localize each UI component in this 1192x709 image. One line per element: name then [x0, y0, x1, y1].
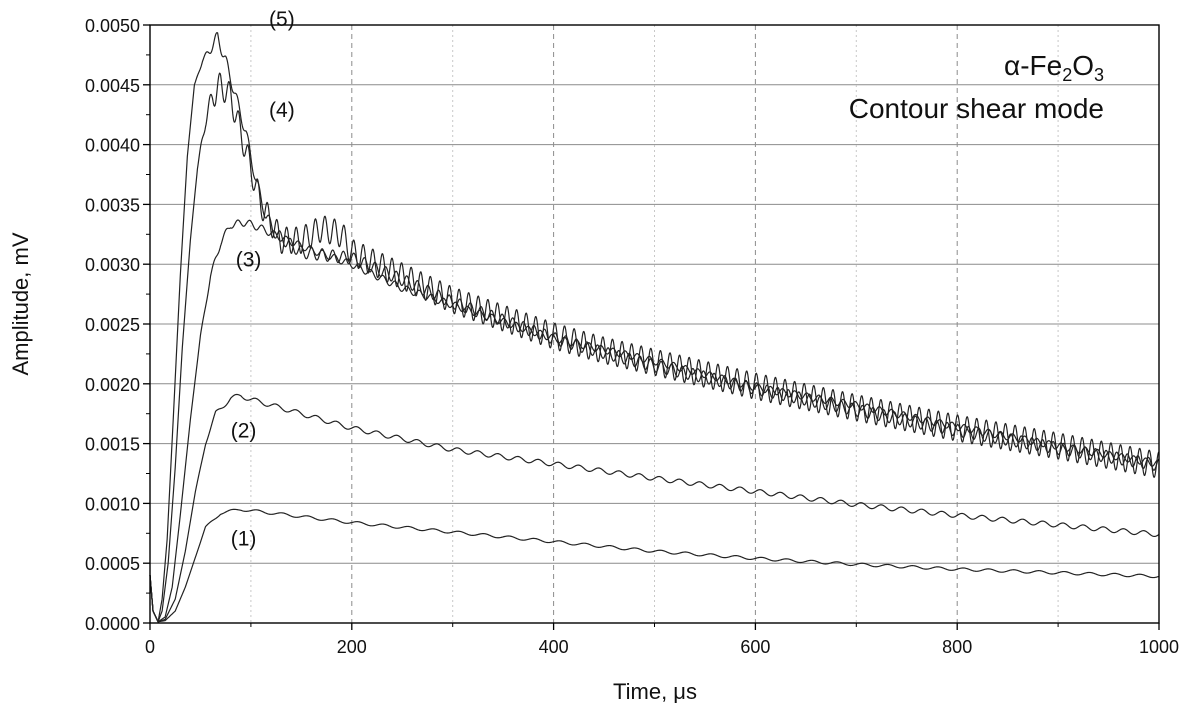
y-tick-label: 0.0010 [85, 494, 140, 514]
y-tick-label: 0.0015 [85, 435, 140, 455]
series-label-3: (3) [236, 249, 262, 272]
x-tick-label: 600 [740, 637, 770, 657]
y-tick-label: 0.0025 [85, 315, 140, 335]
x-tick-label: 1000 [1139, 637, 1179, 657]
series-line-2 [149, 393, 1160, 623]
series-label-4: (4) [269, 99, 295, 122]
y-tick-label: 0.0035 [85, 195, 140, 215]
grid [150, 24, 1159, 623]
y-tick-label: 0.0050 [85, 16, 140, 36]
series-line-5 [149, 32, 1160, 623]
x-tick-label: 800 [942, 637, 972, 657]
y-tick-label: 0.0045 [85, 76, 140, 96]
y-tick-label: 0.0005 [85, 554, 140, 574]
x-tick-label: 200 [337, 637, 367, 657]
material-sub2: 3 [1094, 65, 1104, 85]
material-base: α-Fe [1004, 50, 1062, 81]
x-tick-label: 0 [145, 637, 155, 657]
mode-annotation: Contour shear mode [849, 93, 1104, 124]
x-axis-label: Time, μs [613, 679, 697, 704]
y-tick-label: 0.0040 [85, 136, 140, 156]
series-label-1: (1) [231, 527, 257, 550]
series-line-1 [149, 508, 1160, 623]
y-tick-label: 0.0000 [85, 614, 140, 634]
series-labels: (1) (2) (3) (4) (5) [231, 8, 295, 550]
material-annotation: α-Fe2O3 [1004, 50, 1104, 85]
y-tick-label: 0.0030 [85, 255, 140, 275]
series-label-2: (2) [231, 420, 257, 443]
material-mid: O [1072, 50, 1094, 81]
y-axis-label: Amplitude, mV [8, 232, 33, 375]
y-tick-label: 0.0020 [85, 375, 140, 395]
material-sub1: 2 [1062, 65, 1072, 85]
ticks: 0.0000 0.0005 0.0010 0.0015 0.0020 0.0025 0.00… [85, 16, 1179, 657]
series-line-4 [149, 72, 1160, 623]
series-label-5: (5) [269, 8, 295, 31]
x-tick-label: 400 [539, 637, 569, 657]
series-layer [149, 32, 1160, 623]
